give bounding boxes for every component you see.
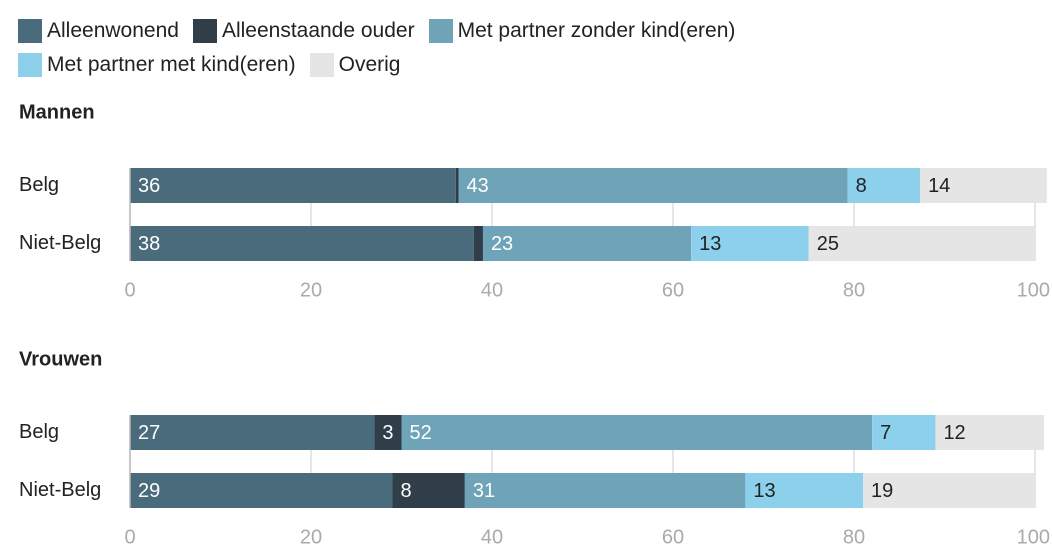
value-label: 52 (410, 422, 432, 444)
x-tick-label: 20 (300, 526, 322, 547)
value-label: 25 (817, 233, 839, 255)
bar-segment (458, 168, 848, 203)
x-tick-label: 0 (124, 526, 135, 547)
value-label: 31 (473, 480, 495, 502)
legend-swatch (428, 19, 453, 43)
value-label: 23 (491, 233, 513, 255)
value-label: 19 (871, 480, 893, 502)
bar-segment (392, 473, 465, 508)
legend-item: Alleenwonend (18, 14, 179, 48)
x-tick-label: 80 (843, 526, 865, 547)
value-label: 8 (856, 175, 867, 197)
legend-label: Overig (338, 53, 401, 76)
bar-segment (920, 168, 1047, 203)
legend-label: Met partner zonder kind(eren) (457, 19, 736, 42)
bar-segment (863, 473, 1035, 508)
bar-segment (847, 168, 921, 203)
bar-segment (691, 226, 809, 261)
legend-item: Overig (309, 48, 401, 82)
x-tick-label: 40 (481, 526, 503, 547)
legend-item: Met partner zonder kind(eren) (428, 14, 736, 48)
value-label: 13 (699, 233, 721, 255)
value-label: 12 (943, 422, 965, 444)
value-label: 36 (138, 175, 160, 197)
bar-segment (482, 226, 692, 261)
x-tick-label: 80 (843, 279, 865, 301)
legend-label: Alleenstaande ouder (221, 19, 415, 42)
legend-item: Met partner met kind(eren) (18, 48, 296, 82)
panel-title: Mannen (19, 101, 95, 123)
x-tick-label: 60 (662, 526, 684, 547)
bar-segment (455, 168, 459, 203)
x-tick-label: 40 (481, 279, 503, 301)
y-tick-label: Niet-Belg (19, 479, 101, 501)
legend-item: Alleenstaande ouder (192, 14, 415, 48)
panel-title: Vrouwen (19, 348, 102, 370)
bar-segment (401, 415, 873, 450)
value-label: 8 (400, 480, 411, 502)
value-label: 38 (138, 233, 160, 255)
value-label: 7 (880, 422, 891, 444)
legend-swatch (309, 53, 334, 77)
value-label: 14 (928, 175, 950, 197)
value-label: 27 (138, 422, 160, 444)
value-label: 29 (138, 480, 160, 502)
bar-segment (130, 415, 375, 450)
x-tick-label: 20 (300, 279, 322, 301)
value-label: 3 (382, 422, 393, 444)
x-tick-label: 0 (124, 279, 135, 301)
value-label: 13 (753, 480, 775, 502)
y-tick-label: Niet-Belg (19, 232, 101, 254)
bar-segment (872, 415, 936, 450)
bar-segment (130, 473, 393, 508)
legend-swatch (18, 53, 42, 77)
bar-segment (130, 168, 456, 203)
legend-swatch (192, 19, 217, 43)
legend-label: Alleenwonend (47, 19, 179, 42)
x-tick-label: 60 (662, 279, 684, 301)
value-label: 43 (467, 175, 489, 197)
bar-segment (473, 226, 483, 261)
legend: Alleenwonend Alleenstaande ouder Met partn… (18, 14, 1018, 82)
bar-segment (808, 226, 1035, 261)
y-tick-label: Belg (19, 421, 59, 443)
x-tick-label: 100 (1017, 279, 1050, 301)
y-tick-label: Belg (19, 174, 59, 196)
bar-segment (464, 473, 746, 508)
legend-label: Met partner met kind(eren) (47, 53, 296, 76)
x-tick-label: 100 (1017, 526, 1050, 547)
legend-swatch (18, 19, 42, 43)
bar-segment (130, 226, 474, 261)
bar-segment (935, 415, 1045, 450)
bar-segment (374, 415, 402, 450)
bar-segment (745, 473, 864, 508)
